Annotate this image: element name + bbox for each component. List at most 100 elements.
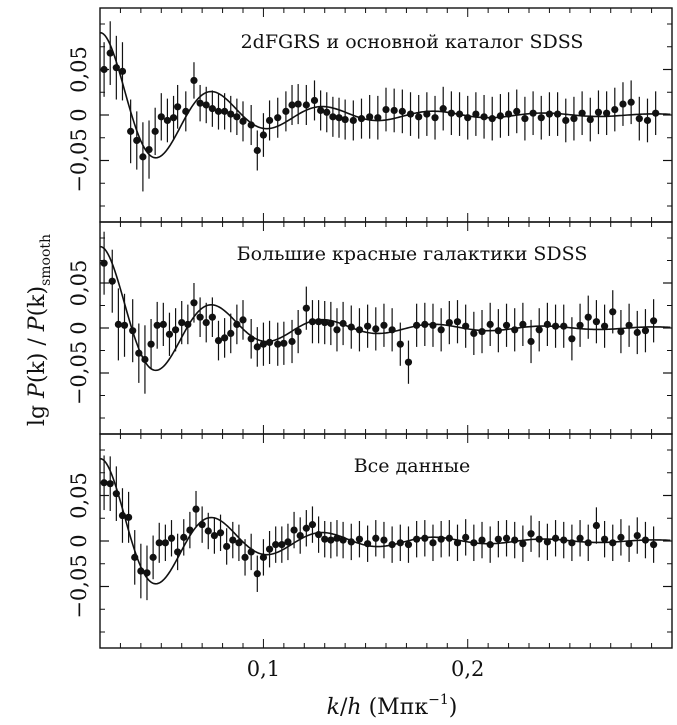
data-point <box>333 326 341 334</box>
data-point <box>302 524 310 532</box>
data-point <box>310 96 319 105</box>
data-point <box>504 110 513 118</box>
data-point <box>314 318 323 326</box>
data-point <box>112 490 120 498</box>
data-point <box>108 277 116 285</box>
data-point <box>137 567 145 575</box>
data-point <box>227 110 235 118</box>
data-point <box>167 534 176 542</box>
data-point <box>274 340 282 348</box>
x-axis-label-unit: (Мпк <box>362 695 429 720</box>
data-point <box>223 542 231 551</box>
data-point <box>112 64 120 72</box>
data-point <box>423 110 431 118</box>
y-tick-label: 0 <box>67 534 91 547</box>
data-point <box>161 539 169 547</box>
y-axis-label-p2: P <box>25 315 50 332</box>
y-tick-label: −0,05 <box>67 341 91 405</box>
data-point <box>388 326 396 334</box>
data-point <box>511 536 519 544</box>
x-tick-label: 0,2 <box>451 657 484 681</box>
data-point <box>429 539 437 547</box>
data-point <box>120 321 129 329</box>
data-point <box>182 107 190 115</box>
data-point <box>413 321 421 329</box>
data-point <box>278 541 286 549</box>
data-point <box>366 113 374 121</box>
data-point <box>184 320 192 328</box>
data-point <box>535 535 543 543</box>
data-point <box>221 334 229 342</box>
data-point <box>502 321 511 329</box>
data-point <box>462 322 470 330</box>
y-tick-label: −0,05 <box>67 128 91 192</box>
data-point <box>453 539 462 547</box>
data-point <box>163 116 172 125</box>
data-point <box>208 313 216 321</box>
data-point <box>214 337 223 345</box>
data-point <box>274 114 282 122</box>
data-point <box>578 109 586 117</box>
x-axis-label-close: ) <box>449 695 458 720</box>
data-point <box>265 116 274 125</box>
data-point <box>437 326 445 334</box>
data-point <box>355 535 364 543</box>
data-point <box>603 109 611 117</box>
data-point <box>323 108 331 116</box>
data-point <box>562 116 570 125</box>
x-axis-label-slash: / <box>340 695 348 720</box>
data-point <box>462 533 470 541</box>
data-point <box>347 323 355 331</box>
data-point <box>339 319 347 328</box>
panel-title: 2dFGRS и основной каталог SDSS <box>241 31 584 53</box>
data-point <box>568 335 576 343</box>
data-point <box>204 527 212 535</box>
data-point <box>545 110 554 118</box>
data-point <box>488 115 496 123</box>
data-point <box>652 109 660 117</box>
data-point <box>135 349 143 357</box>
data-point <box>390 106 398 115</box>
data-point <box>472 110 480 118</box>
data-point <box>327 319 335 328</box>
data-point <box>253 570 261 578</box>
data-point <box>625 540 633 548</box>
data-point <box>247 121 255 129</box>
data-point <box>143 569 151 577</box>
data-point <box>527 337 535 346</box>
data-point <box>560 322 568 330</box>
data-point <box>186 526 194 534</box>
data-point <box>584 313 592 321</box>
data-point <box>600 535 609 543</box>
data-point <box>445 319 453 327</box>
panel-3: 0,05 0 −0,05 Все данные <box>67 433 673 649</box>
data-point <box>586 115 594 124</box>
data-point <box>576 534 584 542</box>
data-point <box>617 328 625 336</box>
data-point <box>364 322 372 330</box>
data-point <box>568 539 576 547</box>
data-point <box>198 521 206 529</box>
data-point <box>151 127 159 135</box>
data-point <box>431 114 439 122</box>
data-point <box>178 319 186 327</box>
data-point <box>635 115 643 123</box>
y-tick-label: 0,05 <box>67 472 91 519</box>
data-point <box>421 320 429 328</box>
data-point <box>221 107 229 115</box>
data-point <box>317 106 325 115</box>
data-point <box>592 318 601 326</box>
data-point <box>302 304 310 312</box>
data-point <box>611 105 619 114</box>
data-point <box>609 308 617 316</box>
data-point <box>131 553 139 561</box>
data-point <box>284 538 292 546</box>
data-point <box>372 534 380 542</box>
data-point <box>650 541 658 549</box>
data-point <box>174 548 182 556</box>
data-point <box>439 105 447 113</box>
y-axis-label-k2: (k) <box>25 286 50 317</box>
data-point <box>429 321 437 329</box>
data-point <box>374 114 382 122</box>
data-point <box>445 534 453 542</box>
